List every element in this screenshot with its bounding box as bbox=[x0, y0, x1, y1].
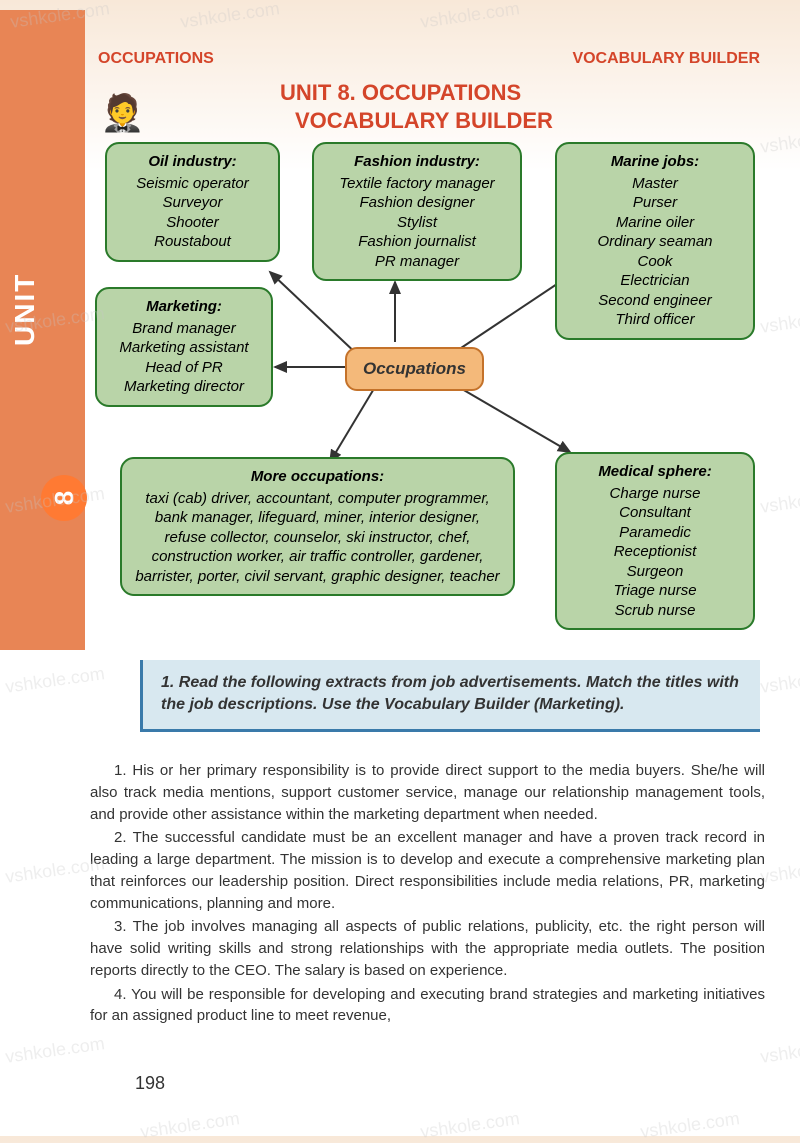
watermark: vshkole.com bbox=[419, 0, 521, 33]
box-marine: Marine jobs: Master Purser Marine oiler … bbox=[555, 142, 755, 340]
watermark: vshkole.com bbox=[4, 1033, 106, 1068]
header-section: VOCABULARY BUILDER bbox=[572, 50, 760, 68]
header-topic: OCCUPATIONS bbox=[98, 50, 214, 68]
box-marine-items: Master Purser Marine oiler Ordinary seam… bbox=[569, 174, 741, 330]
unit-subtitle: VOCABULARY BUILDER bbox=[295, 108, 553, 134]
unit-number-badge: 8 bbox=[41, 475, 87, 521]
page-number: 198 bbox=[135, 1073, 165, 1094]
watermark: vshkole.com bbox=[639, 1108, 741, 1143]
box-fashion-title: Fashion industry: bbox=[326, 152, 508, 172]
center-occupations: Occupations bbox=[345, 347, 484, 391]
unit-title: UNIT 8. OCCUPATIONS bbox=[280, 80, 521, 106]
box-fashion: Fashion industry: Textile factory manage… bbox=[312, 142, 522, 281]
paragraph-2: 2. The successful candidate must be an e… bbox=[90, 827, 765, 914]
watermark: vshkole.com bbox=[419, 1108, 521, 1143]
paragraph-1: 1. His or her primary responsibility is … bbox=[90, 760, 765, 825]
box-marine-title: Marine jobs: bbox=[569, 152, 741, 172]
watermark: vshkole.com bbox=[4, 663, 106, 698]
box-medical: Medical sphere: Charge nurse Consultant … bbox=[555, 452, 755, 630]
box-medical-title: Medical sphere: bbox=[569, 462, 741, 482]
box-medical-items: Charge nurse Consultant Paramedic Recept… bbox=[569, 484, 741, 621]
box-oil-title: Oil industry: bbox=[119, 152, 266, 172]
box-more: More occupations: taxi (cab) driver, acc… bbox=[120, 457, 515, 596]
paragraph-3: 3. The job involves managing all aspects… bbox=[90, 916, 765, 981]
body-text: 1. His or her primary responsibility is … bbox=[90, 760, 765, 1029]
vocabulary-diagram: Oil industry: Seismic operator Surveyor … bbox=[95, 142, 775, 652]
box-marketing: Marketing: Brand manager Marketing assis… bbox=[95, 287, 273, 407]
box-more-items: taxi (cab) driver, accountant, computer … bbox=[134, 489, 501, 587]
watermark: vshkole.com bbox=[759, 853, 800, 888]
box-oil: Oil industry: Seismic operator Surveyor … bbox=[105, 142, 280, 262]
instruction-box: 1. Read the following extracts from job … bbox=[140, 660, 760, 732]
paragraph-4: 4. You will be responsible for developin… bbox=[90, 984, 765, 1028]
box-fashion-items: Textile factory manager Fashion designer… bbox=[326, 174, 508, 272]
watermark: vshkole.com bbox=[179, 0, 281, 33]
watermark: vshkole.com bbox=[139, 1108, 241, 1143]
unit-sidebar: UNIT 8 bbox=[0, 10, 85, 650]
watermark: vshkole.com bbox=[759, 663, 800, 698]
box-marketing-title: Marketing: bbox=[109, 297, 259, 317]
watermark: vshkole.com bbox=[759, 1033, 800, 1068]
box-more-title: More occupations: bbox=[134, 467, 501, 487]
box-oil-items: Seismic operator Surveyor Shooter Rousta… bbox=[119, 174, 266, 252]
box-marketing-items: Brand manager Marketing assistant Head o… bbox=[109, 319, 259, 397]
unit-sidebar-label: UNIT bbox=[9, 273, 41, 346]
